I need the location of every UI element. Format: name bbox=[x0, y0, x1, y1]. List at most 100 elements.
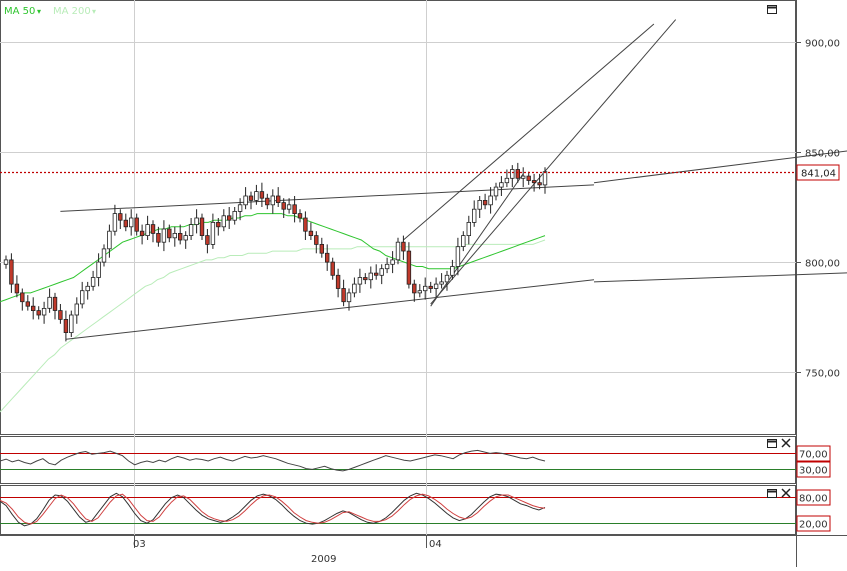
candle-body bbox=[363, 277, 368, 281]
candle-body bbox=[281, 202, 286, 210]
candle-body bbox=[69, 314, 74, 334]
candle-body bbox=[444, 274, 450, 283]
candle-body bbox=[30, 305, 36, 312]
candle-body bbox=[297, 213, 303, 219]
candle-body bbox=[417, 290, 422, 294]
candle-body bbox=[80, 290, 85, 305]
candle-body bbox=[384, 263, 390, 270]
candle-body bbox=[216, 221, 221, 228]
candle-body bbox=[41, 307, 47, 316]
candle-body bbox=[205, 235, 210, 245]
candle-body bbox=[90, 277, 96, 287]
candle-body bbox=[346, 292, 352, 303]
candle-body bbox=[265, 197, 270, 206]
candle-body bbox=[188, 224, 194, 237]
osc-band-label: 20,00 bbox=[799, 520, 828, 531]
osc-close-icon[interactable] bbox=[781, 438, 791, 448]
candle-body bbox=[412, 283, 417, 294]
candle-body bbox=[373, 272, 379, 276]
candle-body bbox=[439, 281, 444, 285]
candle-body bbox=[221, 215, 226, 228]
candle-body bbox=[303, 217, 308, 232]
osc-band-box bbox=[796, 445, 831, 462]
candle-body bbox=[150, 224, 156, 234]
stoch-panel-frame bbox=[0, 485, 796, 535]
ma200-dropdown-icon[interactable]: ▾ bbox=[92, 7, 96, 16]
candle-body bbox=[145, 224, 150, 237]
candle-body bbox=[167, 228, 172, 239]
stoch-d-line bbox=[0, 493, 546, 525]
candle-body bbox=[379, 268, 384, 276]
candle-body bbox=[3, 259, 9, 265]
candle-body bbox=[20, 292, 25, 303]
ma200-legend-label[interactable]: MA 200 bbox=[53, 6, 91, 17]
stoch-k-line bbox=[0, 492, 546, 527]
candle-body bbox=[368, 272, 373, 281]
candle-body bbox=[455, 246, 461, 267]
candle-body bbox=[139, 230, 145, 236]
osc-maximize-icon[interactable] bbox=[767, 439, 777, 448]
candle-body bbox=[341, 288, 346, 303]
candle-body bbox=[47, 296, 52, 309]
candle-body bbox=[123, 219, 128, 228]
main-maximize-icon[interactable] bbox=[767, 5, 777, 14]
candle-body bbox=[254, 191, 259, 201]
osc-band-label: 30,00 bbox=[799, 466, 828, 477]
candle-body bbox=[101, 248, 107, 263]
candle-body bbox=[521, 175, 526, 179]
osc-band-label: 70,00 bbox=[799, 450, 828, 461]
candle-body bbox=[526, 175, 531, 181]
candle-body bbox=[237, 204, 243, 212]
candle-body bbox=[248, 195, 254, 201]
candle-body bbox=[194, 217, 199, 225]
ma50-dropdown-icon[interactable]: ▾ bbox=[37, 7, 41, 16]
stoch-maximize-icon[interactable] bbox=[767, 489, 777, 498]
candle-body bbox=[275, 195, 281, 203]
candle-body bbox=[542, 171, 548, 186]
upper-channel-line-ext bbox=[593, 150, 847, 184]
candle-body bbox=[308, 230, 314, 236]
candle-body bbox=[156, 232, 161, 243]
last-price-box bbox=[796, 164, 840, 181]
candle-body bbox=[286, 204, 292, 210]
candle-body bbox=[128, 217, 134, 228]
candle-body bbox=[428, 285, 433, 289]
candle-body bbox=[433, 283, 439, 289]
candle-body bbox=[112, 213, 118, 232]
candle-body bbox=[515, 169, 520, 179]
candle-body bbox=[531, 180, 537, 184]
candle-body bbox=[259, 191, 265, 199]
candle-body bbox=[504, 177, 510, 184]
y-tick-label: 800,00 bbox=[805, 259, 840, 270]
candle-body bbox=[226, 215, 232, 221]
x-tick-label-04: 04 bbox=[429, 539, 442, 550]
fan-line-upper bbox=[403, 23, 655, 241]
candle-body bbox=[52, 296, 58, 311]
candle-body bbox=[172, 232, 177, 239]
ma200-series-line bbox=[0, 239, 546, 413]
candle-body bbox=[406, 250, 412, 285]
x-tick-label-03: 03 bbox=[133, 539, 146, 550]
osc-band-box bbox=[796, 515, 831, 532]
osc-panel-frame bbox=[0, 436, 796, 484]
candle-body bbox=[177, 232, 183, 241]
candle-body bbox=[63, 318, 69, 333]
candle-body bbox=[210, 221, 216, 245]
candle-body bbox=[74, 303, 79, 316]
candle-body bbox=[357, 277, 363, 285]
candle-body bbox=[493, 186, 499, 197]
ma50-legend-label[interactable]: MA 50 bbox=[4, 6, 35, 17]
candle-body bbox=[401, 241, 406, 252]
candle-body bbox=[461, 235, 466, 248]
lower-channel-line bbox=[65, 279, 595, 340]
candle-body bbox=[14, 283, 20, 294]
x-year-label: 2009 bbox=[311, 554, 336, 565]
candle-body bbox=[335, 274, 341, 289]
stoch-close-icon[interactable] bbox=[781, 488, 791, 498]
candle-body bbox=[270, 195, 275, 206]
candle-body bbox=[482, 199, 488, 206]
candle-body bbox=[450, 266, 455, 276]
candle-body bbox=[243, 195, 248, 206]
candle-body bbox=[118, 213, 123, 221]
